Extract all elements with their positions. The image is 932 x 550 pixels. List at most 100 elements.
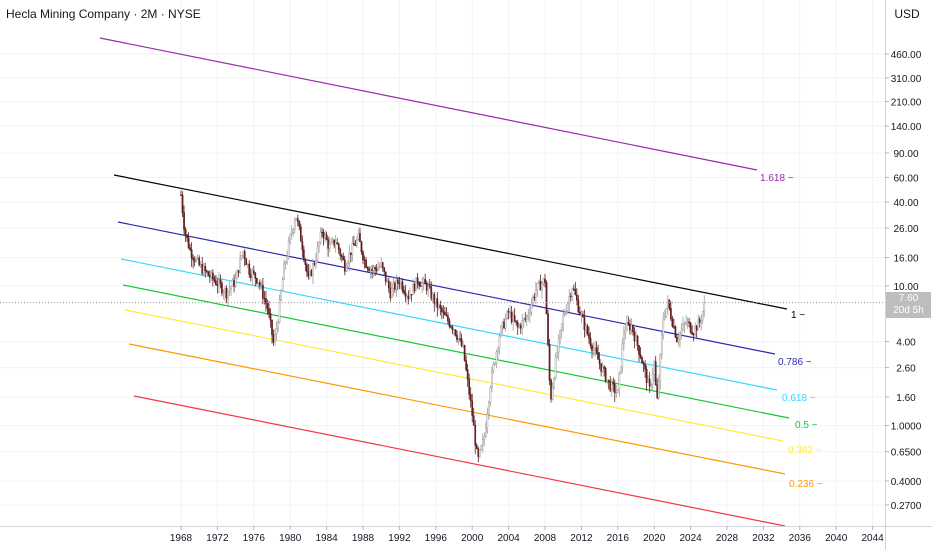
candle-body bbox=[525, 315, 528, 319]
y-tick-label: 140.00 bbox=[891, 122, 922, 133]
candle-body bbox=[701, 311, 704, 321]
candle-body bbox=[606, 379, 609, 382]
candle-body bbox=[334, 242, 337, 246]
candle-body bbox=[195, 258, 198, 262]
candle-body bbox=[325, 234, 328, 240]
candle-body bbox=[187, 237, 190, 249]
candle-body bbox=[472, 415, 475, 426]
candle-body bbox=[680, 329, 683, 334]
y-tick-label: 210.00 bbox=[891, 98, 922, 109]
candle-body bbox=[315, 259, 317, 265]
candle-body bbox=[591, 345, 593, 351]
candle-body bbox=[192, 257, 194, 260]
candle-body bbox=[204, 265, 207, 271]
candle-body bbox=[441, 307, 443, 313]
candle-body bbox=[198, 257, 201, 266]
candle-body bbox=[447, 315, 449, 322]
candle-body bbox=[688, 321, 690, 324]
candle-body bbox=[627, 322, 630, 325]
candle-body bbox=[547, 313, 549, 345]
candle-body bbox=[629, 323, 631, 331]
candle-body bbox=[228, 288, 231, 292]
y-tick-label: 4.00 bbox=[896, 338, 916, 349]
grid bbox=[0, 0, 885, 526]
candle-body bbox=[674, 326, 677, 338]
candle-body bbox=[383, 267, 386, 273]
candle-body bbox=[536, 282, 539, 290]
candle-body bbox=[471, 400, 474, 416]
candle-body bbox=[577, 299, 580, 313]
x-tick-label: 1972 bbox=[206, 533, 229, 544]
candle-body bbox=[269, 313, 272, 321]
candle-body bbox=[497, 347, 499, 353]
candle-body bbox=[516, 322, 519, 328]
candle-body bbox=[196, 257, 199, 260]
y-tick-label: 0.2700 bbox=[891, 501, 922, 512]
candle-body bbox=[656, 384, 659, 399]
candle-body bbox=[234, 278, 237, 287]
candle-body bbox=[180, 194, 182, 196]
x-tick-label: 2028 bbox=[716, 533, 739, 544]
candle-body bbox=[266, 303, 269, 309]
candle-body bbox=[283, 263, 285, 280]
x-tick-label: 1968 bbox=[170, 533, 193, 544]
y-tick-label: 60.00 bbox=[893, 173, 918, 184]
candle-body bbox=[665, 307, 668, 317]
candle-body bbox=[457, 338, 460, 341]
candle-body bbox=[498, 335, 501, 349]
fib-line-1 bbox=[113, 174, 788, 310]
candle-body bbox=[378, 266, 381, 268]
candle-body bbox=[318, 242, 320, 247]
y-tick-label: 310.00 bbox=[891, 74, 922, 85]
candle-body bbox=[616, 389, 619, 393]
candle-body bbox=[240, 255, 243, 259]
fib-line-0.5 bbox=[122, 284, 790, 419]
y-tick-label: 1.60 bbox=[896, 393, 916, 404]
candle-body bbox=[592, 348, 595, 351]
candle-body bbox=[254, 272, 257, 279]
candle-body bbox=[330, 241, 332, 245]
candle-body bbox=[313, 263, 316, 265]
fibonacci-channel[interactable]: 1.618 ~ 1 ~ 0.786 ~ 0.618 ~ 0.5 ~ 0.382 ~ 0.23… bbox=[99, 37, 823, 527]
candle-body bbox=[521, 319, 524, 329]
candle-body bbox=[603, 366, 605, 369]
candle-body bbox=[478, 449, 481, 457]
currency-label[interactable]: USD bbox=[894, 7, 920, 21]
last-price-countdown: 20d 5h bbox=[893, 305, 924, 316]
candle-body bbox=[632, 324, 634, 333]
candle-body bbox=[550, 380, 552, 400]
candle-body bbox=[184, 229, 187, 236]
candle-body bbox=[392, 283, 395, 289]
candle-body bbox=[327, 239, 329, 249]
candle-body bbox=[500, 326, 502, 337]
chart-title: Hecla Mining Company · 2M · NYSE bbox=[6, 7, 201, 21]
candle-body bbox=[345, 267, 348, 272]
candle-body bbox=[673, 326, 675, 328]
candle-body bbox=[215, 280, 217, 285]
candle-body bbox=[219, 279, 222, 284]
candle-body bbox=[227, 290, 229, 299]
candle-body bbox=[242, 251, 245, 256]
candle-body bbox=[568, 295, 571, 304]
candle-body bbox=[212, 272, 214, 280]
candle-body bbox=[563, 313, 566, 316]
candle-body bbox=[422, 279, 425, 283]
candle-body bbox=[296, 218, 299, 222]
candle-body bbox=[689, 322, 692, 333]
candle-body bbox=[618, 372, 621, 390]
candle-body bbox=[295, 218, 298, 221]
y-tick-label: 40.00 bbox=[893, 198, 918, 209]
fib-label-1: 1 ~ bbox=[791, 310, 805, 321]
candle-body bbox=[225, 288, 228, 299]
candle-body bbox=[442, 311, 445, 313]
candle-body bbox=[512, 315, 514, 323]
candle-body bbox=[553, 378, 555, 388]
candle-body bbox=[535, 289, 537, 298]
candle-body bbox=[257, 282, 260, 284]
candle-body bbox=[677, 339, 680, 343]
candle-body bbox=[630, 324, 633, 331]
candle-body bbox=[278, 299, 281, 323]
candle-body bbox=[694, 326, 696, 335]
candle-body bbox=[259, 282, 261, 286]
